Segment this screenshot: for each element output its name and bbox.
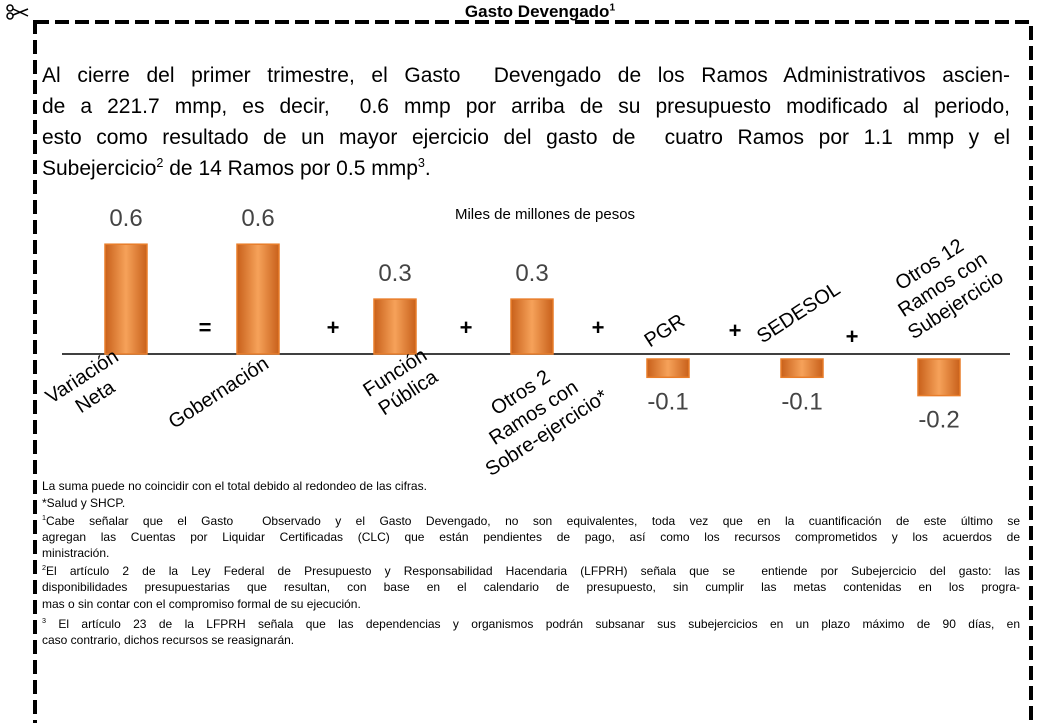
category-label-line: SEDESOL (753, 278, 844, 348)
text-run: . (424, 157, 431, 180)
category-label: SEDESOL (753, 278, 844, 348)
footnote-marker: 2 (42, 563, 46, 572)
chart-subtitle: Miles de millones de pesos (455, 206, 635, 223)
bar (373, 298, 417, 355)
footnote-text: Cabe señalar que el Gasto Observado y el… (46, 514, 1020, 528)
value-label: -0.1 (781, 388, 822, 415)
operator: + (729, 318, 742, 343)
footnote-marker: 3 (42, 616, 46, 625)
footnote-text: La suma puede no coincidir con el total … (42, 479, 427, 493)
value-label: 0.3 (515, 260, 548, 287)
footnote-text: *Salud y SHCP. (42, 496, 126, 510)
dashed-border (33, 20, 1033, 723)
operator: + (846, 324, 859, 349)
footnote-line: ministración. (42, 545, 1020, 561)
scissors-icon (6, 4, 29, 20)
operator: + (327, 315, 340, 340)
paragraph-line: Al cierre del primer trimestre, el Gasto… (42, 64, 1010, 87)
bar (104, 243, 148, 355)
footnote-text: El artículo 23 de la LFPRH señala que la… (46, 617, 1020, 631)
operator: + (460, 315, 473, 340)
footnote-line: *Salud y SHCP. (42, 495, 1020, 511)
footnote-line: La suma puede no coincidir con el total … (42, 478, 1020, 494)
value-label: 0.3 (378, 260, 411, 287)
footnote-text: ministración. (42, 546, 110, 560)
value-label: -0.2 (918, 407, 959, 434)
footnote-line: mas o sin contar con el compromiso forma… (42, 596, 1020, 612)
footnote-text: caso contrario, dichos recursos se reasi… (42, 633, 295, 647)
category-label: PGR (641, 310, 689, 352)
paragraph-line: de a 221.7 mmp, es decir, 0.6 mmp por ar… (42, 95, 1010, 118)
value-label: -0.1 (647, 388, 688, 415)
paragraph-line: Subejercicio2 de 14 Ramos por 0.5 mmp3. (42, 153, 1010, 184)
operator: = (199, 315, 212, 340)
footnote-line: 1Cabe señalar que el Gasto Observado y e… (42, 513, 1020, 529)
footnote-marker: 1 (42, 513, 46, 522)
value-label: 0.6 (241, 205, 274, 232)
bar (917, 358, 961, 397)
footnote-text: mas o sin contar con el compromiso forma… (42, 597, 361, 611)
paragraph-line: esto como resultado de un mayor ejercici… (42, 126, 1010, 149)
title: Gasto Devengado1 (464, 2, 616, 21)
footnote-text: El artículo 2 de la Ley Federal de Presu… (46, 564, 1020, 578)
superscript: 3 (417, 156, 425, 170)
footnote-line: 3 El artículo 23 de la LFPRH señala que … (42, 616, 1020, 632)
text-run: de 14 Ramos por 0.5 mmp (163, 157, 418, 180)
bar (510, 298, 554, 355)
footnote-text: agregan las Cuentas por Liquidar Certifi… (42, 530, 1020, 544)
footnote-line: disponibilidades presupuestarias que res… (42, 579, 1020, 595)
footnote-line: 2El artículo 2 de la Ley Federal de Pres… (42, 563, 1020, 579)
footnote-line: agregan las Cuentas por Liquidar Certifi… (42, 529, 1020, 545)
category-label-line: PGR (641, 310, 689, 352)
bar (236, 243, 280, 355)
text-run: Subejercicio (42, 157, 157, 180)
category-label-line: Gobernación (165, 353, 273, 434)
footnote-line: caso contrario, dichos recursos se reasi… (42, 632, 1020, 648)
superscript: 2 (156, 156, 164, 170)
footnote-text: disponibilidades presupuestarias que res… (42, 580, 1020, 594)
operator: + (592, 315, 605, 340)
bar (646, 358, 690, 379)
value-label: 0.6 (109, 205, 142, 232)
category-label: Gobernación (165, 353, 273, 434)
bar (780, 358, 824, 379)
